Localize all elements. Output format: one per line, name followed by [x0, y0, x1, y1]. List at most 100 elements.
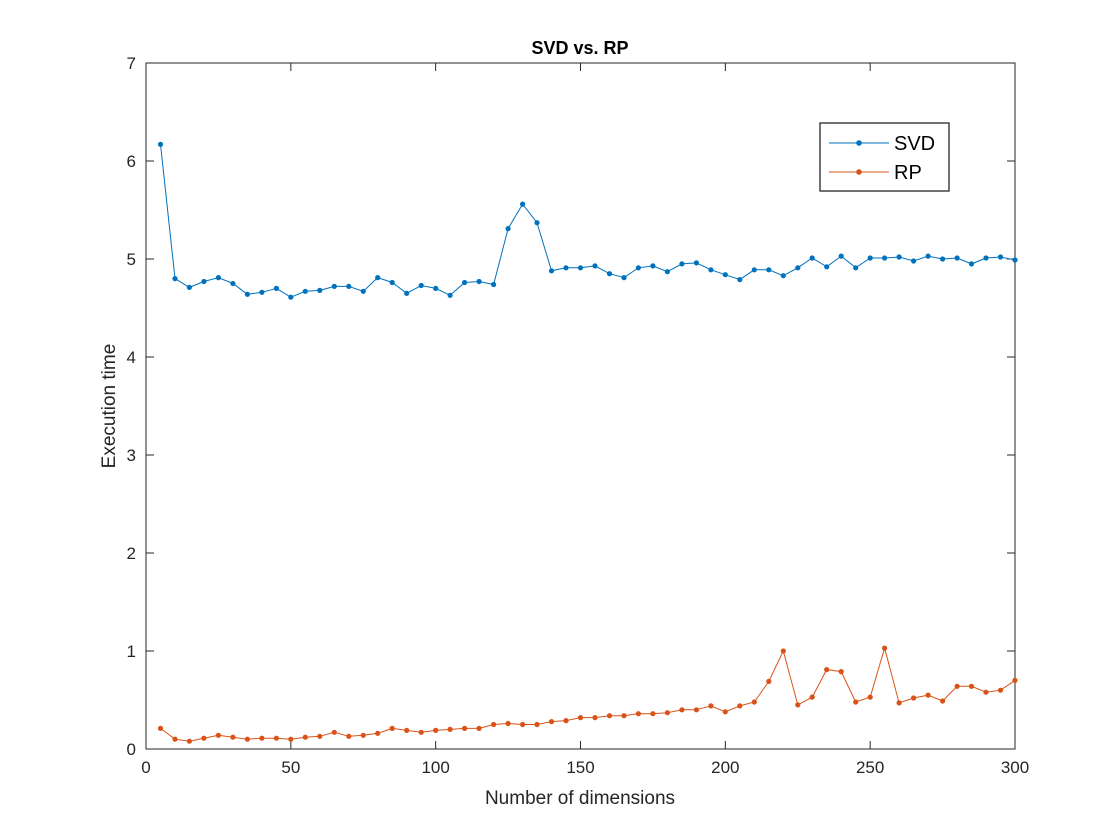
series-rp-point	[302, 734, 308, 740]
series-svd-point	[751, 267, 757, 273]
series-rp-point	[925, 692, 931, 698]
y-tick-label: 7	[127, 54, 136, 73]
series-rp-point	[404, 727, 410, 734]
series-svd-point	[389, 279, 395, 286]
x-axis-label: Number of dimensions	[485, 788, 675, 809]
series-svd-point	[375, 275, 381, 281]
series-svd-point	[722, 272, 728, 278]
series-svd-point	[172, 276, 178, 282]
series-svd-point	[997, 254, 1004, 260]
series-svd-point	[983, 255, 989, 261]
series-rp-point	[418, 729, 424, 735]
series-svd-point	[795, 265, 801, 271]
series-svd-point	[650, 263, 656, 269]
series-rp-point	[838, 669, 844, 675]
series-svd-point	[404, 290, 410, 296]
series-svd-point	[954, 255, 960, 261]
series-rp-point	[273, 735, 279, 741]
series-svd-point	[853, 265, 859, 271]
series-svd-point	[548, 268, 555, 274]
series-rp-point	[679, 707, 685, 713]
series-svd-point	[679, 261, 685, 267]
series-svd-point	[925, 253, 931, 259]
x-tick-label: 100	[421, 758, 449, 777]
y-tick-label: 3	[127, 446, 136, 465]
series-rp-point	[940, 698, 946, 704]
series-rp-point	[476, 725, 482, 732]
series-rp-point	[983, 689, 989, 695]
series-svd-point	[592, 263, 598, 269]
series-rp-point	[592, 715, 598, 721]
series-rp-point	[606, 713, 613, 719]
series-svd-point	[882, 255, 888, 261]
series-rp-point	[157, 725, 164, 732]
series-svd-point	[157, 141, 164, 147]
series-svd-point	[288, 294, 294, 300]
series-svd-point	[215, 275, 221, 281]
legend-rp-label: RP	[894, 162, 922, 184]
series-rp-point	[751, 699, 757, 705]
series-rp-point	[548, 719, 555, 725]
y-tick-label: 4	[127, 348, 136, 367]
series-svd-point	[968, 261, 975, 267]
series-rp-point	[389, 725, 395, 732]
series-svd-point	[259, 289, 265, 295]
series-rp-point	[317, 733, 323, 739]
series-rp-point	[693, 707, 700, 713]
series-rp-point	[288, 736, 294, 742]
series-rp-point	[505, 720, 511, 727]
series-rp-point	[708, 703, 714, 709]
series-rp-point	[462, 725, 468, 732]
series-svd-point	[737, 277, 743, 283]
legend-box	[819, 122, 950, 192]
legend-rp-marker	[856, 169, 862, 175]
legend-svd-marker	[856, 140, 862, 146]
series-rp-point	[491, 721, 497, 728]
series-rp-point	[186, 738, 192, 744]
series-rp-point	[954, 683, 960, 689]
series-rp-point	[737, 703, 743, 709]
series-svd-point	[433, 285, 439, 291]
series-rp-point	[447, 726, 453, 733]
series-rp-point	[534, 721, 540, 728]
series-svd-point	[534, 220, 540, 226]
series-svd-point	[606, 271, 613, 277]
tick-group: 0 50 100 150 200 250 300 0 1 2 3 4 5 6 7	[127, 54, 1030, 777]
series-svd-point	[302, 288, 308, 294]
series-rp-point	[520, 721, 526, 728]
series-rp-point	[215, 732, 221, 738]
legend: SVD RP	[819, 122, 950, 192]
series-svd-point	[447, 292, 453, 298]
series-svd-point	[838, 253, 844, 259]
series-rp-point	[244, 736, 250, 742]
series-svd-point	[201, 278, 207, 285]
series-svd-point	[911, 258, 917, 264]
series-svd-point	[317, 287, 323, 293]
series-svd-point	[780, 273, 786, 279]
x-tick-label: 200	[711, 758, 739, 777]
y-tick-label: 6	[127, 152, 136, 171]
series-svd-point	[186, 284, 192, 290]
series-rp-point	[563, 718, 569, 724]
series-svd-point	[766, 267, 772, 273]
series-svd-point	[346, 283, 352, 289]
series-rp-point	[722, 709, 728, 715]
series-svd-point	[621, 275, 627, 281]
series-svd-point	[244, 291, 250, 297]
x-tick-label: 150	[566, 758, 594, 777]
y-tick-label: 0	[127, 740, 136, 759]
series-rp-point	[331, 729, 337, 735]
series-svd-point	[520, 201, 526, 207]
series-svd-point	[940, 256, 946, 262]
series-svd-point	[462, 279, 468, 286]
x-tick-label: 0	[141, 758, 150, 777]
series-svd-point	[577, 265, 584, 271]
series-rp-point	[1012, 677, 1018, 684]
series-rp-point	[795, 702, 801, 708]
series-rp-point	[360, 732, 366, 738]
series-rp-point	[824, 667, 830, 673]
series-svd-point	[418, 282, 424, 289]
y-axis-label: Execution time	[99, 344, 120, 469]
chart-title: SVD vs. RP	[531, 38, 628, 58]
